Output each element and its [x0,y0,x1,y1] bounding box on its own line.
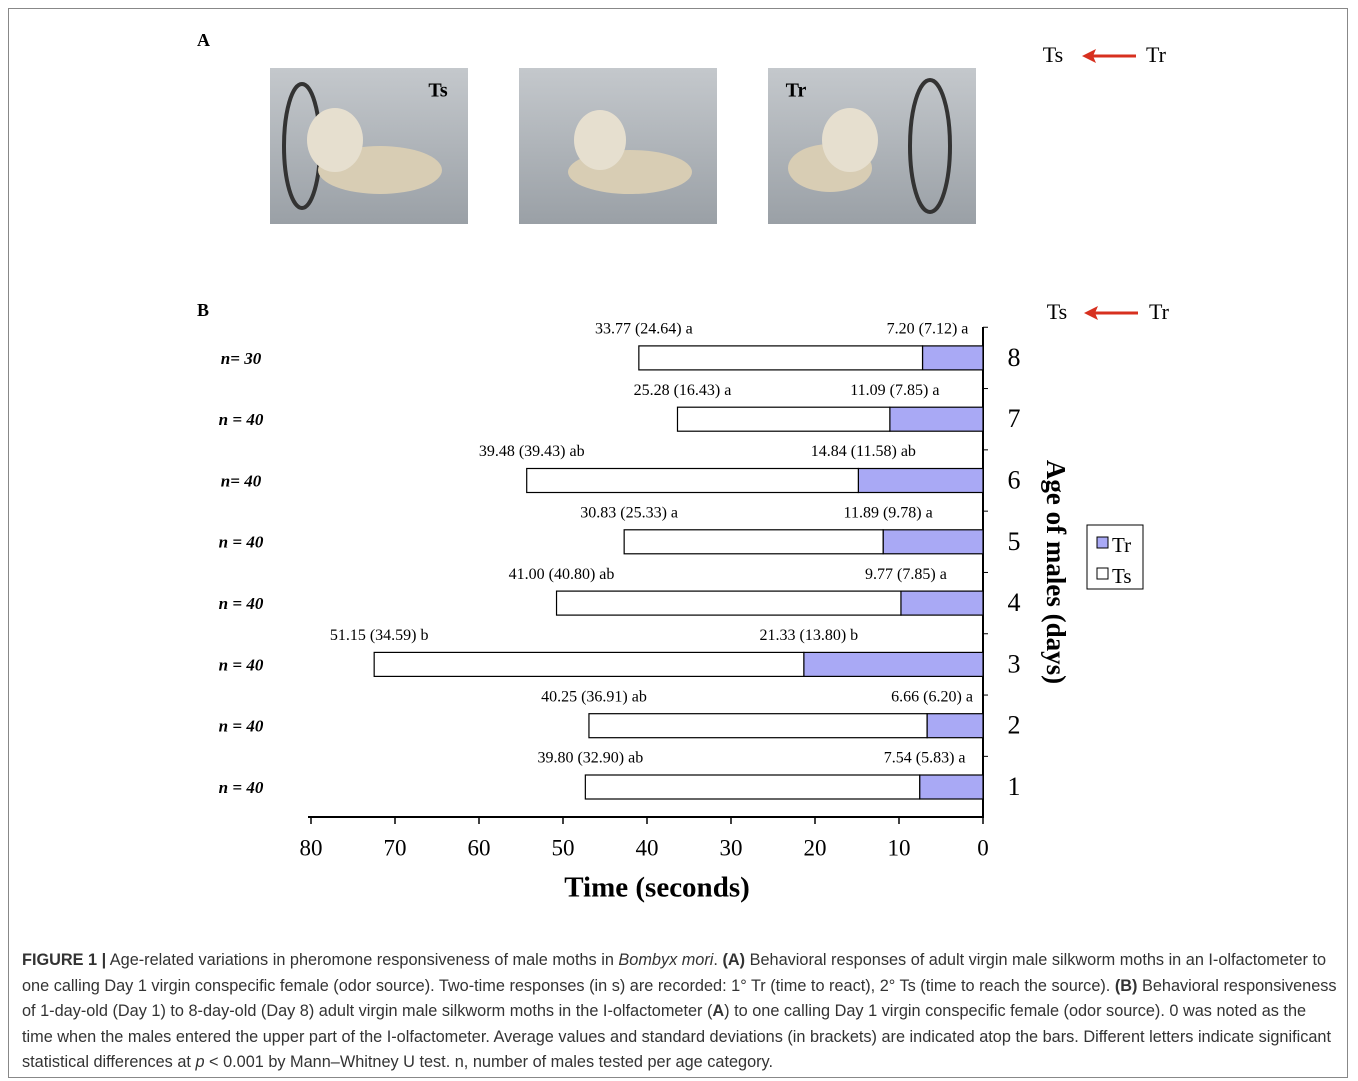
x-tick-label: 0 [977,835,989,860]
bar-segment [858,469,983,493]
bar-segment [557,591,901,615]
value-label: 51.15 (34.59) b [330,627,429,644]
y-axis-title: Age of males (days) [1041,460,1071,684]
bar-segment [527,469,859,493]
value-label: 11.89 (9.78) a [844,504,933,521]
arrow-label: Tr [1149,299,1170,324]
bar-segment [890,407,983,431]
value-label: 41.00 (40.80) ab [509,566,615,583]
caption-text: FIGURE 1 | [22,951,106,969]
value-label: 39.80 (32.90) ab [537,750,643,767]
caption: FIGURE 1 | Age-related variations in phe… [22,948,1338,1076]
value-label: 40.25 (36.91) ab [541,688,647,705]
x-tick-label: 20 [804,835,827,860]
n-label: n = 40 [219,594,264,613]
legend-label: Tr [1112,533,1131,557]
photo [519,68,717,224]
x-tick-label: 80 [300,835,323,860]
value-label: 7.54 (5.83) a [884,750,966,767]
bar-segment [585,775,919,799]
value-label: 11.09 (7.85) a [850,382,939,399]
y-tick-label: 1 [1008,772,1021,801]
bar-segment [927,714,983,738]
arrow [1084,306,1138,320]
arrow [1082,49,1136,63]
n-label: n = 40 [219,655,264,674]
legend-label: Ts [1112,564,1132,588]
bar-segment [923,346,983,370]
n-label: n= 40 [221,471,262,490]
arrow-label: Ts [1047,299,1067,324]
legend-swatch [1097,568,1108,579]
x-tick-label: 50 [552,835,575,860]
caption-text: Age-related variations in pheromone resp… [106,951,618,969]
y-tick-label: 2 [1008,711,1021,740]
figure: A Ts Tr Ts Tr B Ts Tr Time (seconds) Age… [0,0,1358,940]
n-label: n = 40 [219,717,264,736]
caption-text: p [195,1053,204,1071]
bar-segment [624,530,883,554]
x-tick-label: 70 [384,835,407,860]
value-label: 21.33 (13.80) b [759,627,858,644]
y-tick-label: 4 [1008,588,1021,617]
bar-segment [883,530,983,554]
value-label: 7.20 (7.12) a [887,321,969,338]
photo-label: Ts [428,80,448,102]
n-label: n = 40 [219,410,264,429]
n-label: n = 40 [219,533,264,552]
caption-text: (A) [722,951,745,969]
y-tick-label: 6 [1008,465,1021,494]
x-tick-label: 10 [888,835,911,860]
x-axis-title: Time (seconds) [564,872,750,904]
y-tick-label: 8 [1008,343,1021,372]
caption-text: Bombyx mori [618,951,713,969]
caption-text: (B) [1115,977,1138,995]
y-tick-label: 7 [1008,404,1021,433]
value-label: 33.77 (24.64) a [595,321,693,338]
value-label: 39.48 (39.43) ab [479,443,585,460]
arrow-label: Ts [1043,42,1063,67]
value-label: 14.84 (11.58) ab [811,443,916,460]
page: A Ts Tr Ts Tr B Ts Tr Time (seconds) Age… [0,0,1358,1081]
caption-text: < 0.001 by Mann–Whitney U test. n, numbe… [205,1053,774,1071]
y-tick-label: 3 [1008,649,1021,678]
bar-segment [639,346,923,370]
bar-segment [804,652,983,676]
y-tick-label: 5 [1008,527,1021,556]
panel-label: B [197,300,209,320]
x-tick-label: 30 [720,835,743,860]
bar-segment [920,775,983,799]
n-label: n = 40 [219,778,264,797]
photo-label: Tr [786,80,807,102]
x-tick-label: 40 [636,835,659,860]
value-label: 6.66 (6.20) a [891,688,973,705]
n-label: n= 30 [221,349,262,368]
panel-label: A [197,30,210,50]
bar-segment [374,652,804,676]
arrow-label: Tr [1146,42,1167,67]
bar-segment [901,591,983,615]
value-label: 25.28 (16.43) a [634,382,732,399]
legend-swatch [1097,537,1108,548]
value-label: 30.83 (25.33) a [580,504,678,521]
x-tick-label: 60 [468,835,491,860]
caption-text: A [712,1002,724,1020]
value-label: 9.77 (7.85) a [865,566,947,583]
bar-segment [677,407,889,431]
bar-segment [589,714,927,738]
